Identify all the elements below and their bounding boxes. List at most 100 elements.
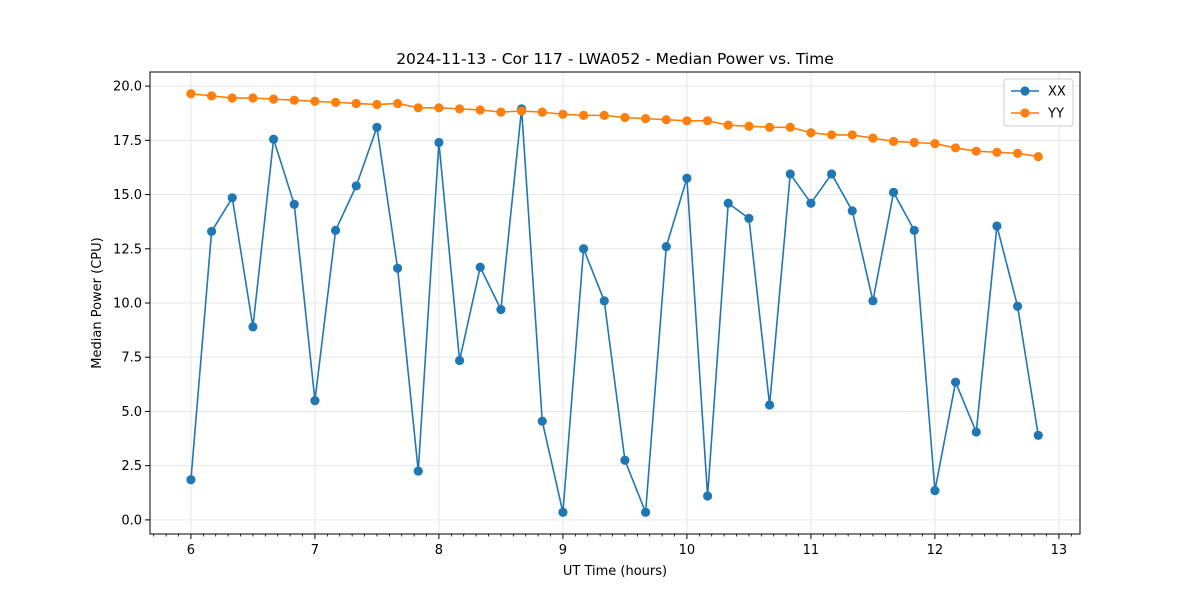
data-point-yy [310,96,320,106]
data-point-xx [434,137,444,148]
data-point-xx [930,486,940,496]
data-point-yy [537,107,547,117]
data-point-xx [888,187,899,197]
chart-title: 2024-11-13 - Cor 117 - LWA052 - Median P… [396,50,834,68]
data-point-xx [723,198,733,208]
data-point-yy [868,133,878,143]
data-point-xx [248,322,258,332]
legend-marker-xx [1020,86,1030,96]
x-tick-label: 10 [679,543,696,558]
x-axis-label: UT Time (hours) [563,564,667,579]
legend-label-xx: XX [1048,85,1066,100]
data-point-xx [268,134,279,144]
data-point-xx [1012,301,1023,311]
data-point-xx [392,263,403,273]
data-point-yy [992,147,1002,157]
data-point-xx [599,296,609,306]
x-tick-label: 12 [927,543,944,558]
series-xx [186,104,1043,517]
data-point-xx [330,225,341,235]
data-point-yy [599,110,609,120]
grid-lines [150,72,1080,534]
data-point-yy [847,130,857,140]
y-tick-label: 0.0 [121,513,142,528]
data-point-xx [620,455,630,465]
data-point-yy [826,130,837,140]
data-point-xx [661,242,671,252]
data-point-yy [268,94,279,104]
data-point-yy [744,121,754,131]
data-point-xx [227,193,237,203]
data-point-yy [248,93,258,103]
data-point-yy [434,103,444,113]
data-point-xx [496,304,506,315]
data-point-yy [558,109,568,119]
y-tick-label: 17.5 [113,134,142,149]
y-tick-label: 10.0 [113,297,142,312]
data-point-xx [847,206,857,216]
data-point-yy [578,110,589,120]
data-point-xx [702,491,713,501]
data-point-xx [785,169,795,179]
data-point-yy [888,136,899,147]
data-point-xx [868,296,878,306]
data-point-yy [785,122,795,132]
data-point-xx [289,199,299,209]
data-point-xx [351,181,361,191]
y-tick-label: 12.5 [113,242,142,257]
axes: 6 7 8 9 10 11 12 13 0.0 2.5 5.0 7.5 10.0 12.5 15.0 17.5… [113,80,1072,558]
legend: XX YY [1003,78,1074,127]
x-tick-label: 7 [311,543,319,558]
data-point-xx [806,198,816,208]
data-point-xx [475,262,485,272]
x-tick-label: 11 [803,543,820,558]
y-axis-label: Median Power (CPU) [90,237,105,368]
data-point-yy [640,114,651,124]
data-point-yy [330,97,341,107]
data-point-xx [310,396,320,406]
y-tick-label: 7.5 [121,351,142,366]
data-point-yy [351,98,361,109]
data-point-xx [764,400,775,410]
data-point-xx [971,427,981,437]
series-line-xx [190,108,1040,514]
data-point-yy [909,137,919,148]
data-point-xx [1033,430,1043,440]
data-point-xx [372,122,382,132]
data-point-yy [475,105,485,115]
y-tick-label: 2.5 [121,459,142,474]
series-yy [186,89,1043,162]
data-point-yy [206,91,217,101]
y-tick-label: 15.0 [113,188,142,203]
data-point-xx [454,355,465,366]
data-point-yy [930,138,940,149]
data-point-xx [558,507,568,517]
data-point-xx [206,226,217,237]
x-tick-label: 13 [1051,543,1068,558]
data-point-yy [413,103,423,113]
data-point-yy [1012,148,1023,158]
data-point-yy [764,122,775,132]
data-point-yy [516,106,527,116]
data-point-xx [682,173,692,183]
data-point-xx [186,475,196,485]
data-point-yy [620,112,630,123]
legend-label-yy: YY [1047,107,1064,122]
data-point-yy [227,93,237,103]
data-point-yy [661,115,671,125]
x-tick-label: 8 [435,543,443,558]
data-point-yy [682,116,692,126]
data-point-yy [1033,151,1043,162]
data-point-xx [909,225,919,235]
data-point-yy [289,95,299,105]
data-point-yy [454,104,465,114]
y-tick-label: 20.0 [113,80,142,95]
series-layer [186,89,1043,517]
data-point-xx [992,221,1002,231]
legend-marker-yy [1020,108,1030,118]
data-point-xx [537,416,547,426]
data-point-xx [413,466,423,476]
data-point-yy [496,107,506,117]
data-point-yy [723,120,733,130]
